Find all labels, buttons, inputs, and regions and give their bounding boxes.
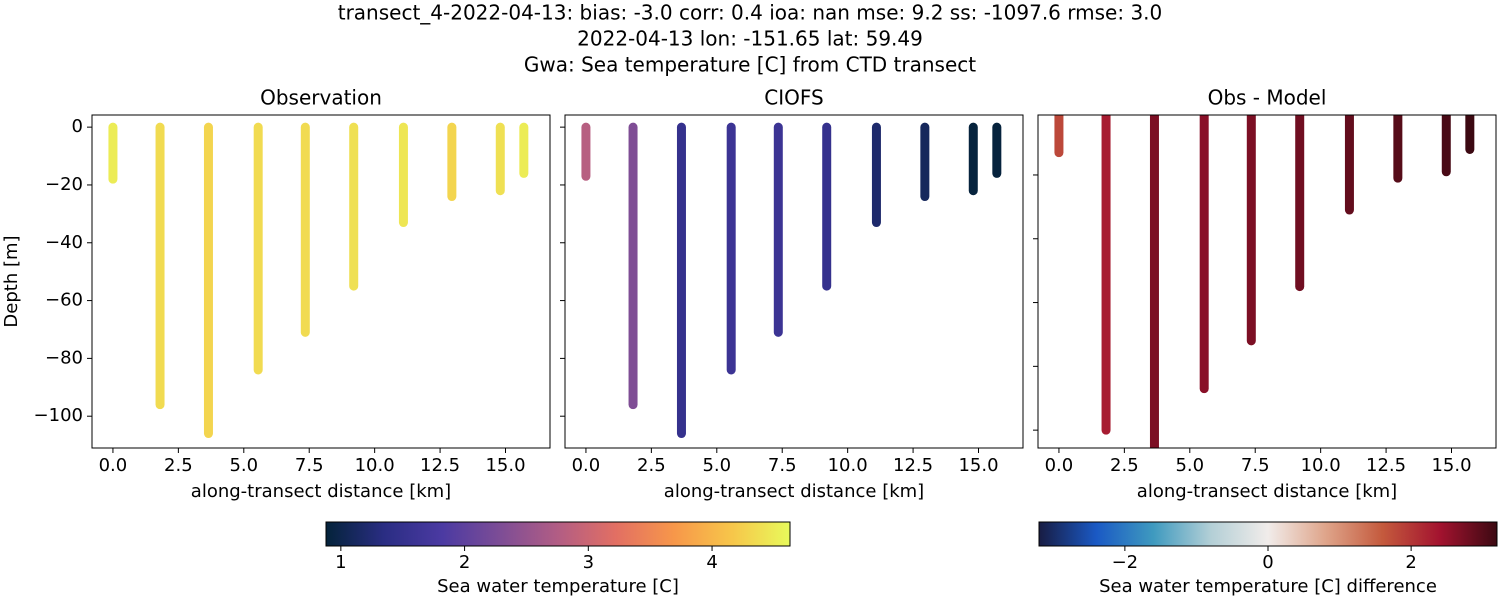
colorbar-tick-label: 2 (459, 552, 470, 573)
x-tick-label: 15.0 (958, 455, 998, 476)
plot-frame (1037, 114, 1497, 449)
panel-title: CIOFS (764, 86, 823, 110)
y-tick-label: −40 (45, 232, 83, 253)
x-tick-label: 0.0 (99, 455, 128, 476)
x-tick-label: 7.5 (768, 455, 797, 476)
panel-title: Obs - Model (1208, 86, 1327, 110)
x-axis-label: along-transect distance [km] (664, 481, 924, 502)
y-tick-label: 0 (72, 116, 83, 137)
x-tick-label: 10.0 (1301, 455, 1341, 476)
x-tick-label: 12.5 (420, 455, 460, 476)
x-tick-label: 15.0 (485, 455, 525, 476)
x-tick-label: 10.0 (355, 455, 395, 476)
x-tick-label: 2.5 (637, 455, 666, 476)
title-line: 2022-04-13 lon: -151.65 lat: 59.49 (577, 27, 923, 51)
colorbar-label: Sea water temperature [C] (437, 576, 679, 597)
plot-frame (91, 114, 551, 449)
y-tick-label: −20 (45, 174, 83, 195)
x-tick-label: 7.5 (1241, 455, 1270, 476)
colorbar (1038, 521, 1498, 547)
y-tick-label: −100 (34, 405, 83, 426)
colorbar-tick-label: 2 (1405, 552, 1416, 573)
x-tick-label: 12.5 (1366, 455, 1406, 476)
colorbar-tick-label: 1 (335, 552, 346, 573)
x-tick-label: 7.5 (295, 455, 324, 476)
casts (108, 122, 529, 439)
title-line: Gwa: Sea temperature [C] from CTD transe… (524, 53, 976, 77)
colorbar-tick-label: −2 (1112, 552, 1139, 573)
x-tick-label: 0.0 (572, 455, 601, 476)
colorbar (325, 521, 791, 547)
title-line: transect_4-2022-04-13: bias: -3.0 corr: … (338, 1, 1163, 25)
x-tick-label: 10.0 (828, 455, 868, 476)
casts (581, 122, 1002, 439)
plot-frame (564, 114, 1024, 449)
x-axis-label: along-transect distance [km] (191, 481, 451, 502)
colorbar-tick-label: 3 (583, 552, 594, 573)
casts (1054, 115, 1475, 448)
x-tick-label: 15.0 (1431, 455, 1471, 476)
x-tick-label: 0.0 (1045, 455, 1074, 476)
y-tick-label: −60 (45, 290, 83, 311)
x-tick-label: 2.5 (1110, 455, 1139, 476)
x-tick-label: 2.5 (164, 455, 193, 476)
x-axis-label: along-transect distance [km] (1137, 481, 1397, 502)
colorbar-tick-label: 4 (706, 552, 717, 573)
x-tick-label: 5.0 (702, 455, 731, 476)
x-tick-label: 12.5 (893, 455, 933, 476)
x-tick-label: 5.0 (1175, 455, 1204, 476)
y-tick-label: −80 (45, 347, 83, 368)
colorbar-tick-label: 0 (1262, 552, 1273, 573)
panel-title: Observation (260, 86, 382, 110)
y-axis-label: Depth [m] (1, 235, 22, 327)
x-tick-label: 5.0 (229, 455, 258, 476)
colorbar-label: Sea water temperature [C] difference (1099, 576, 1437, 597)
